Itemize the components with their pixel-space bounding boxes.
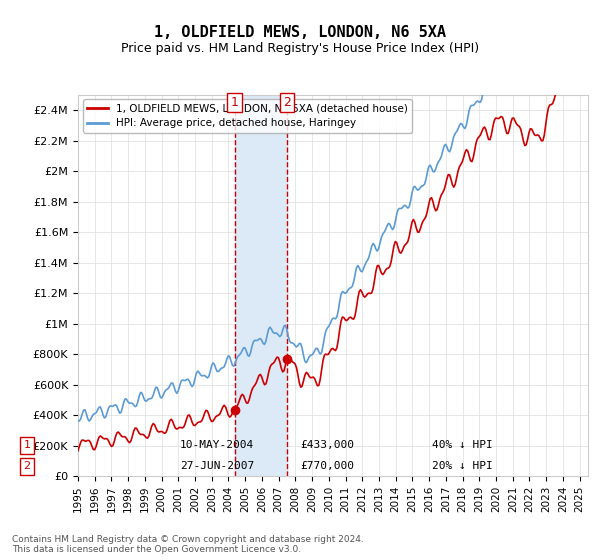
Text: 10-MAY-2004: 10-MAY-2004 (180, 440, 254, 450)
Text: 1, OLDFIELD MEWS, LONDON, N6 5XA: 1, OLDFIELD MEWS, LONDON, N6 5XA (154, 25, 446, 40)
Text: 1: 1 (230, 96, 238, 109)
Text: £770,000: £770,000 (300, 461, 354, 472)
Text: 20% ↓ HPI: 20% ↓ HPI (432, 461, 493, 472)
Text: 27-JUN-2007: 27-JUN-2007 (180, 461, 254, 472)
Text: 2: 2 (23, 461, 31, 472)
Legend: 1, OLDFIELD MEWS, LONDON, N6 5XA (detached house), HPI: Average price, detached : 1, OLDFIELD MEWS, LONDON, N6 5XA (detach… (83, 99, 412, 133)
Bar (235, 95, 287, 476)
Text: 1: 1 (23, 440, 31, 450)
Text: 40% ↓ HPI: 40% ↓ HPI (432, 440, 493, 450)
Text: 2: 2 (283, 96, 291, 109)
Text: Price paid vs. HM Land Registry's House Price Index (HPI): Price paid vs. HM Land Registry's House … (121, 42, 479, 55)
Text: Contains HM Land Registry data © Crown copyright and database right 2024.
This d: Contains HM Land Registry data © Crown c… (12, 535, 364, 554)
Text: £433,000: £433,000 (300, 440, 354, 450)
